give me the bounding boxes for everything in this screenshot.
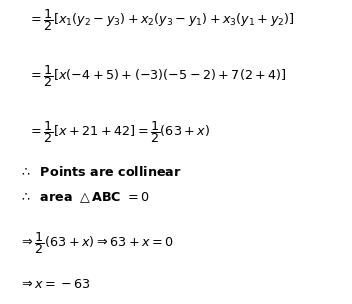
Text: $\therefore\;$ Points are collinear: $\therefore\;$ Points are collinear xyxy=(19,165,182,179)
Text: $= \dfrac{1}{2}[x_1(y_2 - y_3) + x_2(y_3 - y_1) + x_3(y_1 + y_2)]$: $= \dfrac{1}{2}[x_1(y_2 - y_3) + x_2(y_3… xyxy=(28,7,295,33)
Text: $= \dfrac{1}{2}[x + 21 + 42] = \dfrac{1}{2}(63 + x)$: $= \dfrac{1}{2}[x + 21 + 42] = \dfrac{1}… xyxy=(28,119,210,145)
Text: $= \dfrac{1}{2}[x(-4 + 5) + (-3)(-5 - 2) + 7(2 + 4)]$: $= \dfrac{1}{2}[x(-4 + 5) + (-3)(-5 - 2)… xyxy=(28,63,287,89)
Text: $\therefore\;$ area $\triangle$ABC $= 0$: $\therefore\;$ area $\triangle$ABC $= 0$ xyxy=(19,190,150,205)
Text: $\Rightarrow x = -63$: $\Rightarrow x = -63$ xyxy=(19,278,91,291)
Text: $\Rightarrow \dfrac{1}{2}(63 + x) \Rightarrow 63 + x = 0$: $\Rightarrow \dfrac{1}{2}(63 + x) \Right… xyxy=(19,230,174,256)
